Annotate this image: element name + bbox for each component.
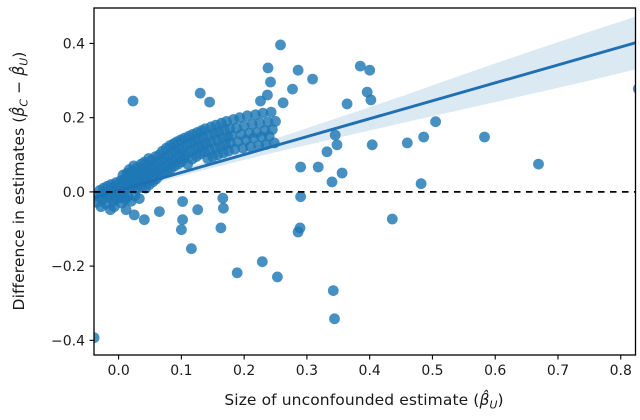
data-point [105,204,116,216]
data-point [138,214,150,226]
data-point [272,271,283,283]
y-tick-label: −0.2 [51,259,85,275]
data-point [341,98,353,110]
data-point [177,214,189,226]
x-tick-label: 0.4 [359,363,381,379]
x-tick-label: 0.5 [421,363,443,379]
x-tick-label: 0.1 [170,363,192,379]
scatter-points [94,39,636,344]
x-tick-label: 0.0 [107,363,129,379]
data-point [326,176,338,188]
data-point [192,204,204,216]
data-point [275,39,286,51]
data-point [245,141,256,153]
data-point [94,332,100,344]
x-axis-label: Size of unconfounded estimate (β̂U) [224,391,504,412]
data-point [327,285,339,296]
data-point [204,96,216,108]
x-tick-label: 0.3 [296,363,318,379]
data-point [218,202,229,214]
y-tick-label: 0.2 [63,111,85,127]
data-point [386,213,398,225]
x-tick-label: 0.7 [547,363,569,379]
data-point [366,139,378,151]
data-point [312,161,324,173]
y-tick-label: −0.4 [51,333,85,349]
data-point [265,106,277,118]
data-point [418,131,430,143]
data-point [295,161,306,173]
confidence-band [94,16,636,204]
data-point [533,158,544,170]
data-point [217,192,229,204]
x-tick-label: 0.2 [233,363,255,379]
data-point [257,107,269,119]
data-point [292,226,304,238]
data-point [128,209,140,221]
data-point [194,87,206,99]
y-axis-label: Difference in estimates (β̂C − β̂U) [10,51,31,311]
data-point [295,191,306,203]
data-point [241,110,253,122]
data-point [479,131,490,143]
data-point [277,97,289,109]
data-point [354,60,366,72]
plot-area [94,16,636,344]
data-point [307,73,318,85]
data-point [321,146,333,158]
data-point [265,76,276,88]
data-point [364,64,376,76]
data-point [176,224,187,236]
x-tick-label: 0.8 [610,363,632,379]
data-point [401,137,413,149]
data-point [336,167,348,179]
axes-frame [93,7,637,356]
data-point [365,94,377,106]
y-tick-label: 0.0 [63,185,85,201]
regression-line [94,41,636,199]
data-point [133,193,145,205]
data-point [186,243,197,255]
data-point [127,95,139,107]
data-point [430,116,441,128]
data-point [255,95,266,107]
data-point [231,267,243,279]
data-point [329,313,340,325]
data-point [256,256,268,268]
x-tick-label: 0.6 [484,363,506,379]
y-tick-label: 0.4 [63,36,85,52]
data-point [215,222,227,234]
data-point [287,83,298,95]
data-point [632,84,636,94]
data-point [415,178,427,190]
data-point [154,206,165,218]
data-point [177,196,189,207]
data-point [267,124,278,135]
axis-ticks: 0.0 0.1 0.2 0.3 0.4 0.5 0.6 0.7 0.8 0.4 0.2 0.0 −0.2… [51,36,632,379]
data-point [292,64,304,76]
data-point [262,62,274,74]
data-point [329,129,341,141]
data-point [270,116,281,127]
data-point [331,139,343,151]
